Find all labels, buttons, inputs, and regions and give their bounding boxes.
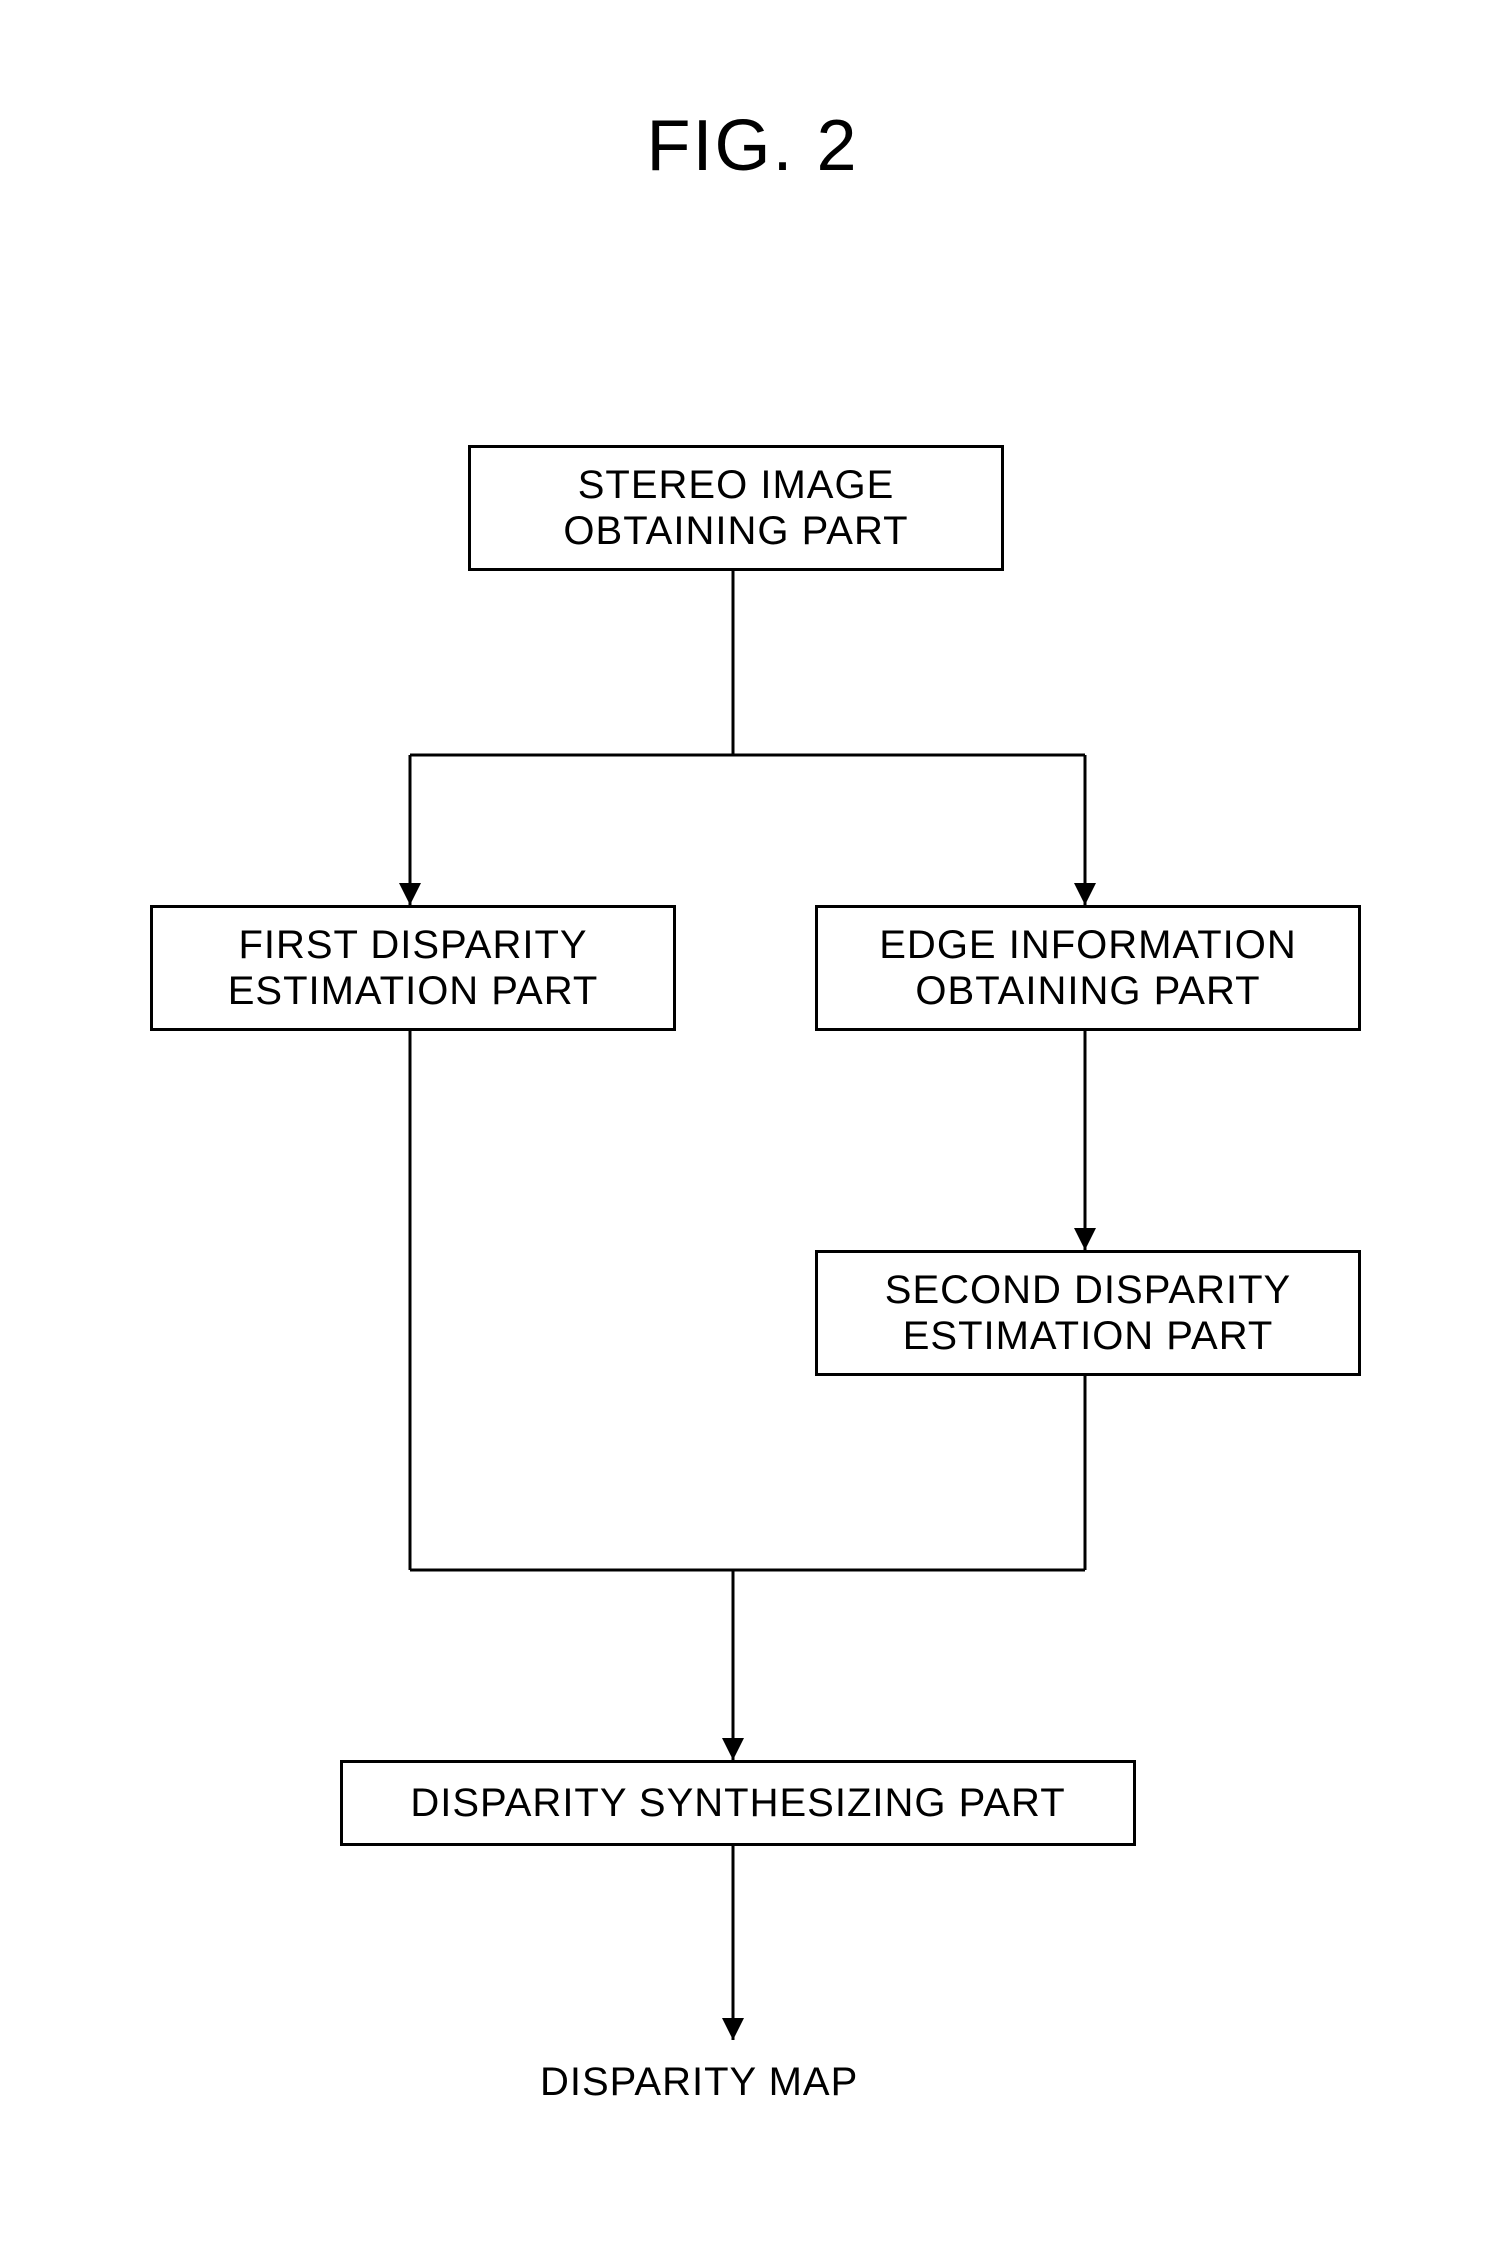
node-second-disparity-estimation: SECOND DISPARITY ESTIMATION PART: [815, 1250, 1361, 1376]
figure-title: FIG. 2: [0, 105, 1505, 187]
node-first-disparity-estimation: FIRST DISPARITY ESTIMATION PART: [150, 905, 676, 1031]
node-stereo-image-obtaining: STEREO IMAGE OBTAINING PART: [468, 445, 1004, 571]
figure-page: FIG. 2 STEREO IMAGE OBTAINING PART FIRST…: [0, 0, 1505, 2252]
output-label-disparity-map: DISPARITY MAP: [540, 2060, 858, 2105]
node-edge-information-obtaining: EDGE INFORMATION OBTAINING PART: [815, 905, 1361, 1031]
node-disparity-synthesizing: DISPARITY SYNTHESIZING PART: [340, 1760, 1136, 1846]
connector-lines: [0, 0, 1505, 2252]
